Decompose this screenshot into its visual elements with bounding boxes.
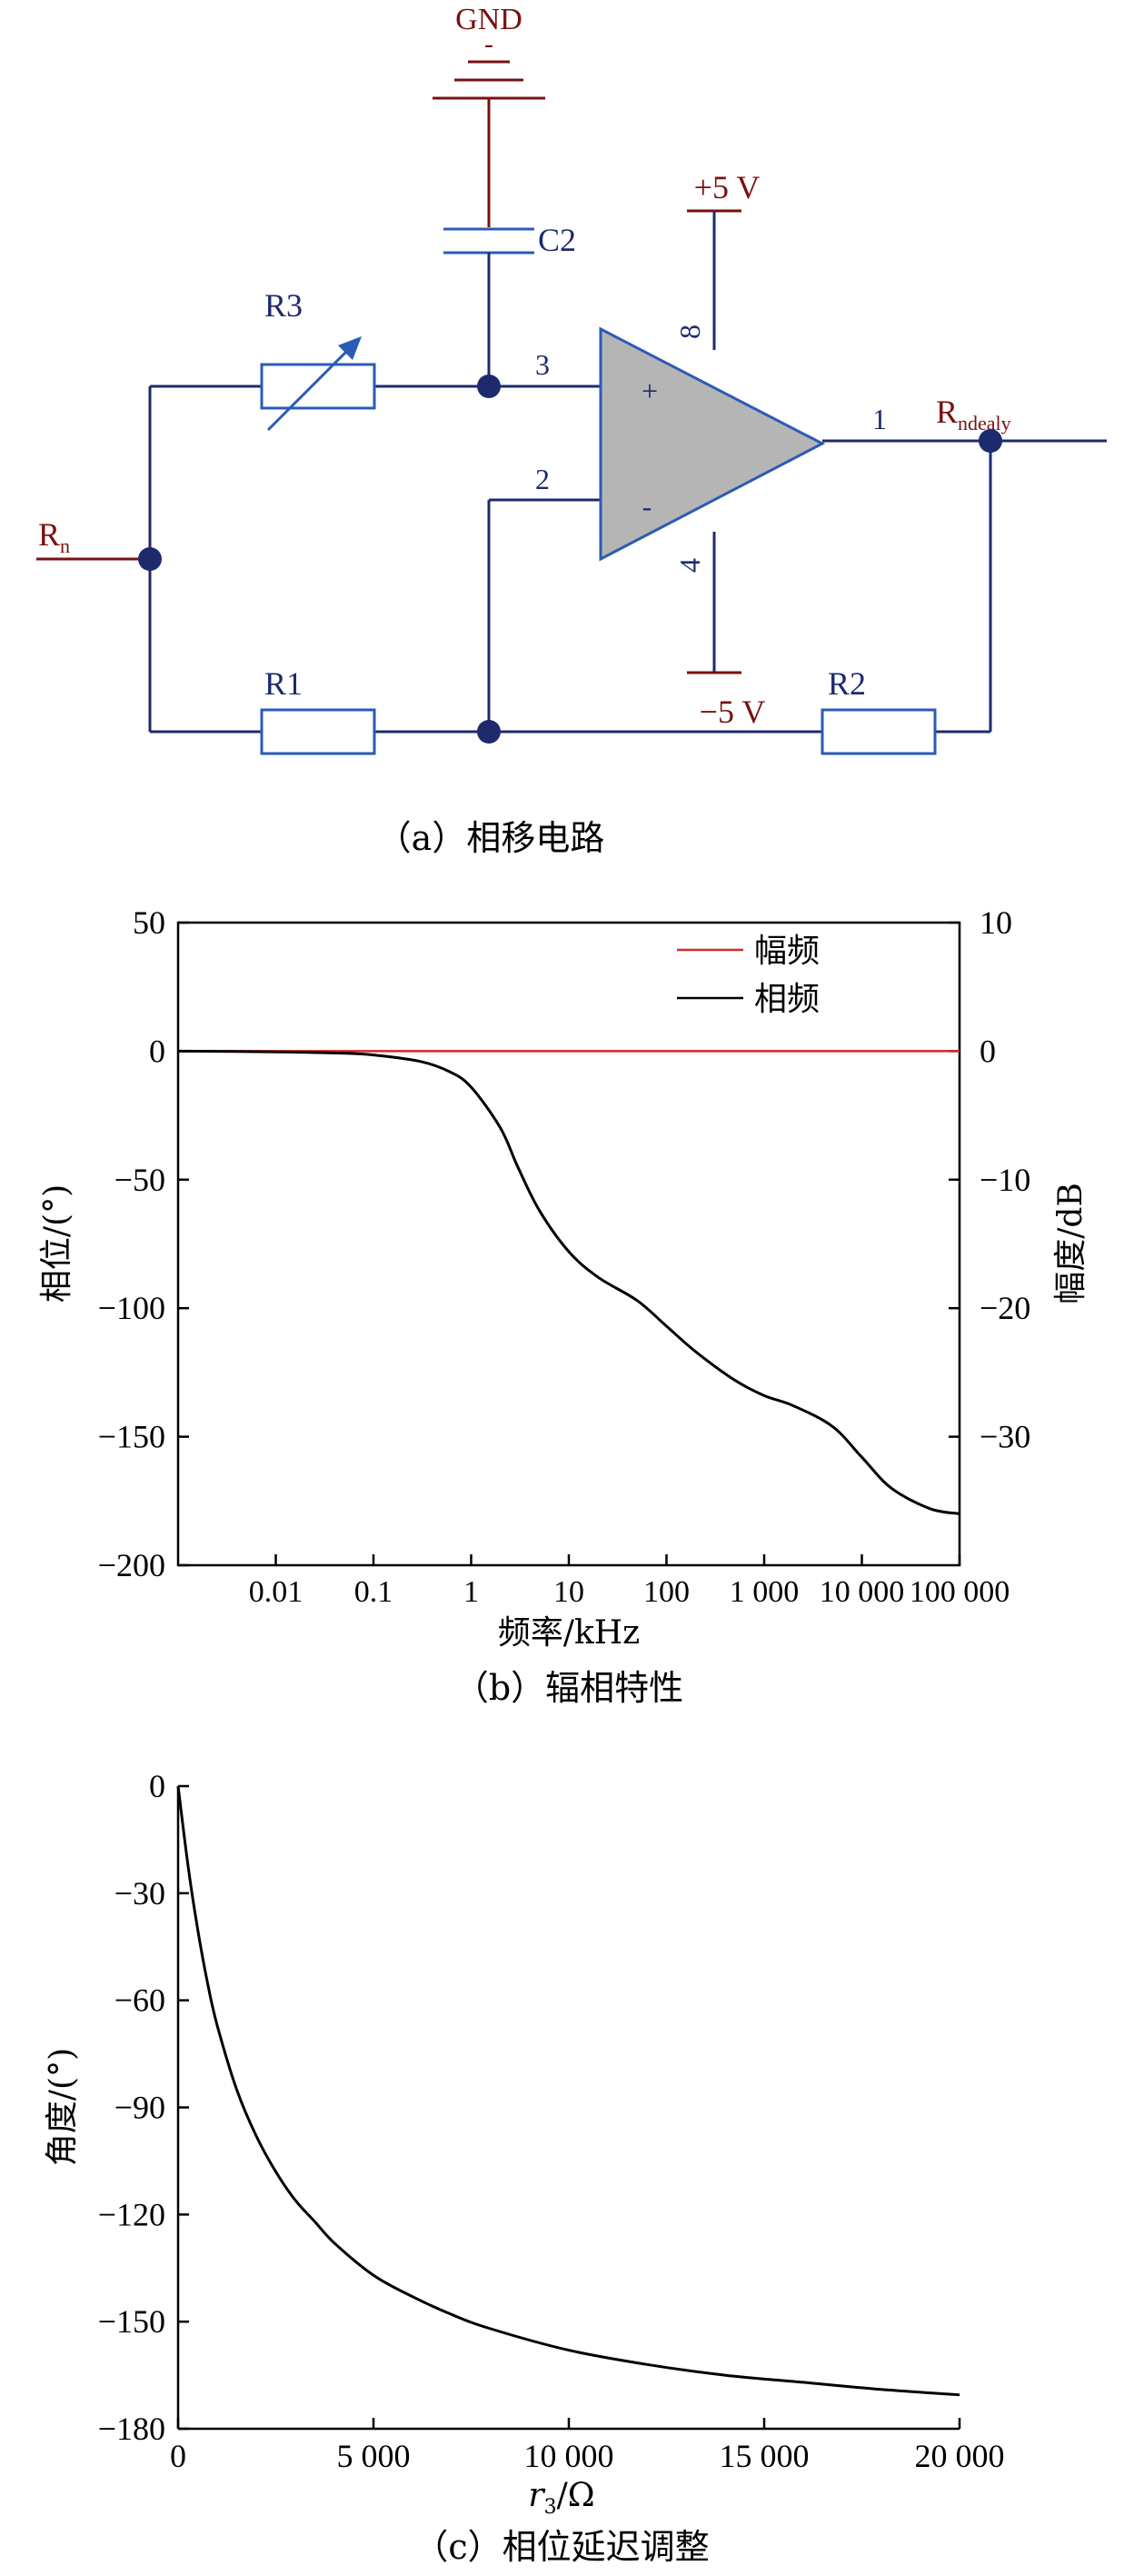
- chart-b-legend-amp-label: 幅频: [754, 933, 820, 970]
- r3-arrow-head: [338, 336, 362, 360]
- chart-c-x-tick-label: 10 000: [524, 2438, 614, 2474]
- chart-c-y-tick-label: −60: [114, 1982, 165, 2019]
- chart-b-left-tick-label: 0: [149, 1033, 165, 1069]
- pin-2-label: 2: [535, 463, 550, 495]
- chart-b-ylabel-right: 幅度/dB: [1052, 1183, 1089, 1304]
- vplus-label: +5 V: [694, 169, 761, 205]
- chart-b-x-tick-label: 0.01: [249, 1575, 303, 1609]
- chart-b-right-tick-label: −10: [980, 1162, 1030, 1198]
- c2-label: C2: [538, 222, 576, 258]
- chart-b-left-tick-label: −50: [114, 1162, 165, 1198]
- phase-shift-circuit: GND - C2 +5 V −5 V + -: [36, 3, 1107, 858]
- chart-b-x-tick-label: 100: [643, 1575, 690, 1609]
- op-amp: [599, 326, 826, 562]
- chart-b-right-tick-label: 10: [980, 904, 1012, 941]
- gnd-mark: -: [484, 29, 493, 59]
- junction-bottom: [477, 720, 501, 744]
- chart-b-ylabel-left: 相位/(°): [38, 1184, 75, 1303]
- chart-b-x-tick-label: 10 000: [820, 1575, 905, 1609]
- caption-c: （c）相位延迟调整: [413, 2527, 709, 2567]
- chart-b-left-tick-label: 50: [133, 904, 165, 941]
- chart-b-x-tick-label: 10: [553, 1575, 584, 1609]
- gnd-label: GND: [455, 3, 522, 36]
- chart-c-y-tick-label: −90: [114, 2090, 165, 2126]
- chart-b-left-tick-label: −200: [98, 1547, 165, 1583]
- chart-c-y-tick-label: −180: [98, 2411, 165, 2447]
- chart-b-right-tick-label: −30: [980, 1419, 1030, 1455]
- chart-b-left-tick-label: −100: [98, 1290, 165, 1326]
- junction-c2: [477, 374, 501, 398]
- chart-c-y-tick-label: 0: [149, 1768, 165, 1804]
- chart-c-xlabel: r3/Ω: [528, 2477, 594, 2519]
- caption-a: （a）相移电路: [377, 818, 605, 858]
- r3-arrow-shaft: [266, 346, 352, 432]
- chart-c: 0 −30 −60 −90 −120 −150 −180 0 5 000 10 000 15 00…: [44, 1768, 1005, 2567]
- r3-resistor: [260, 363, 376, 410]
- chart-b-x-tick-label: 1 000: [730, 1575, 800, 1609]
- chart-b: 500−50−100−150−200 100−10−20−30 0.01 0.1 1…: [38, 904, 1089, 1708]
- chart-c-x-tick-label: 5 000: [337, 2438, 411, 2474]
- output-label: Rndealy: [936, 394, 1011, 434]
- rn-label: Rn: [38, 516, 70, 557]
- chart-b-left-ticks: 50 0 −50 −100 −150 −200: [98, 904, 189, 1583]
- junction-output: [979, 429, 1002, 453]
- chart-c-y-tick-label: −30: [114, 1875, 165, 1912]
- r1-resistor: [260, 708, 376, 755]
- chart-b-x-tick-label: 100 000: [910, 1575, 1010, 1609]
- chart-c-x-ticks: 0 5 000 10 000 15 000 20 000: [170, 2418, 1005, 2474]
- pin-8-label: 8: [673, 324, 706, 339]
- chart-b-x-tick-label: 1: [463, 1575, 479, 1609]
- op-amp-plus-sign: +: [642, 374, 658, 407]
- chart-c-x-tick-label: 0: [170, 2438, 186, 2474]
- chart-c-y-tick-label: −150: [98, 2303, 165, 2340]
- chart-c-x-tick-label: 20 000: [915, 2438, 1005, 2474]
- chart-c-ylabel: 角度/(°): [44, 2048, 81, 2166]
- pin-3-label: 3: [535, 348, 550, 381]
- chart-b-right-ticks: 10 0 −10 −20 −30: [949, 904, 1030, 1455]
- chart-b-x-ticks: 0.01 0.1 1 10 100 1 000 10 000 100 000: [249, 1554, 1010, 1609]
- chart-c-series-angle: [176, 1785, 960, 2397]
- chart-c-x-tick-label: 15 000: [720, 2438, 810, 2474]
- pin-1-label: 1: [872, 403, 887, 435]
- r2-label: R2: [828, 665, 866, 702]
- vminus-label: −5 V: [700, 694, 766, 730]
- r2-resistor: [821, 708, 937, 755]
- chart-b-legend-phase-label: 相频: [754, 981, 820, 1018]
- op-amp-minus-sign: -: [642, 490, 652, 523]
- pin-4-label: 4: [673, 558, 706, 573]
- chart-b-xlabel: 频率/kHz: [498, 1614, 640, 1652]
- r3-label: R3: [264, 287, 303, 324]
- r1-label: R1: [264, 665, 303, 702]
- chart-b-frame: [176, 921, 961, 1567]
- chart-c-y-ticks: 0 −30 −60 −90 −120 −150 −180: [98, 1768, 189, 2447]
- chart-b-left-tick-label: −150: [98, 1419, 165, 1455]
- chart-b-right-tick-label: −20: [980, 1290, 1030, 1326]
- chart-b-series-phase: [177, 1049, 960, 1515]
- chart-b-x-tick-label: 0.1: [354, 1575, 393, 1609]
- caption-b: （b）辐相特性: [454, 1668, 683, 1708]
- chart-c-y-tick-label: −120: [98, 2196, 165, 2232]
- junction-rn: [138, 547, 162, 571]
- chart-b-right-tick-label: 0: [980, 1033, 996, 1069]
